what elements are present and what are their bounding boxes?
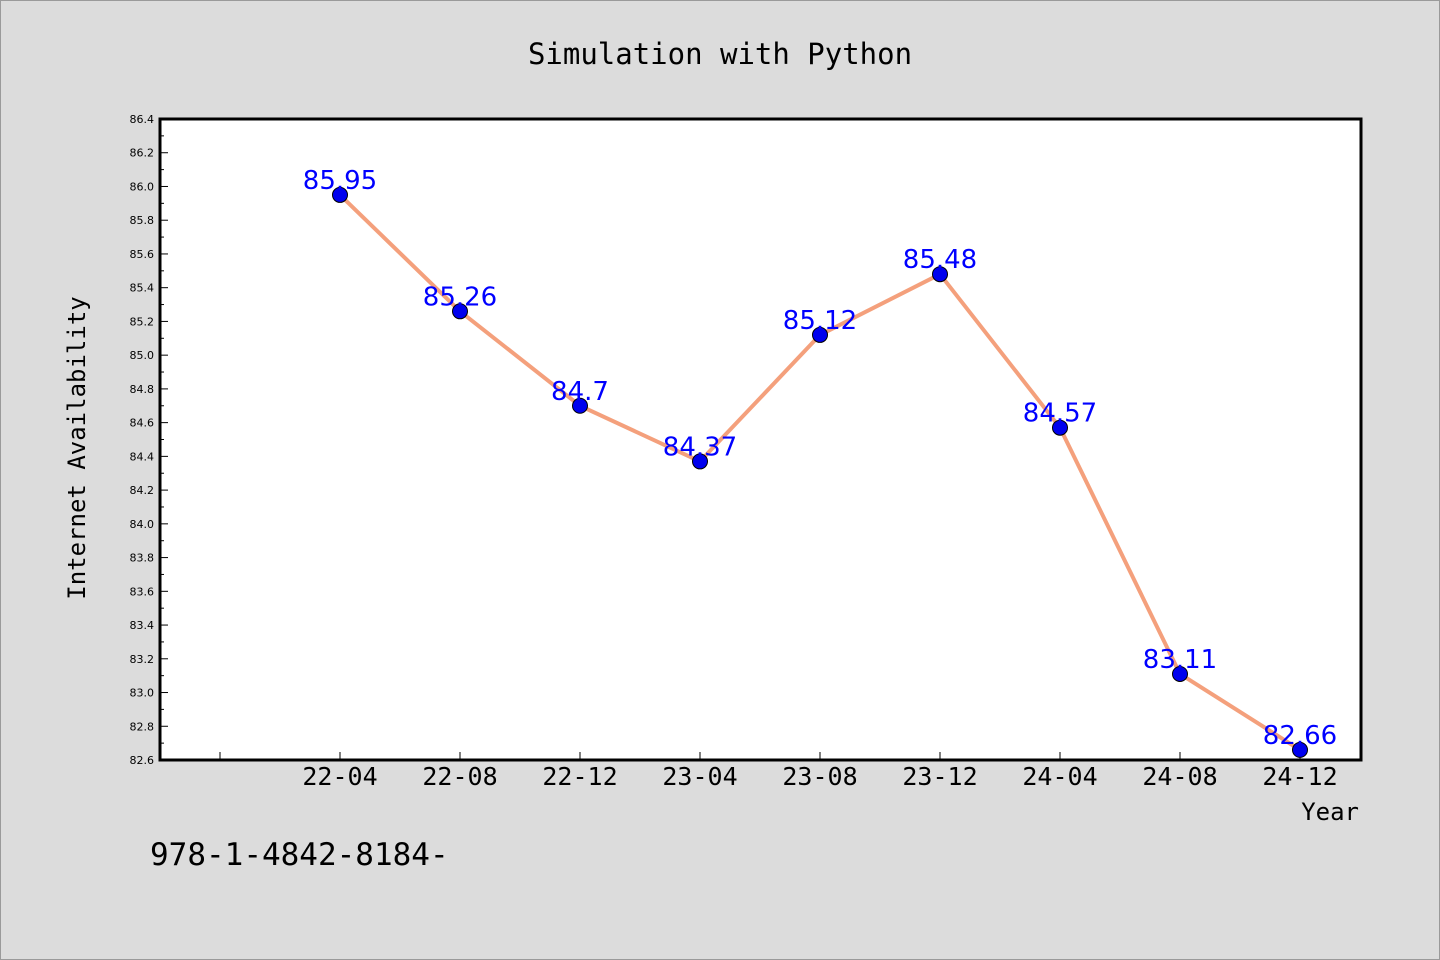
data-labels: 85.95 85.26 84.7 84.37 85.12 85.48 84.57 83.11 8…: [303, 166, 1337, 751]
footnote-isbn: 978-1-4842-8184-: [150, 837, 449, 873]
data-points: [332, 186, 1308, 758]
y-tick-label: 84.8: [130, 383, 155, 396]
x-tick-label: 22-04: [302, 762, 377, 791]
data-label: 84.37: [663, 432, 737, 462]
y-tick-label: 84.0: [130, 518, 155, 531]
y-tick-label: 84.2: [130, 484, 155, 497]
data-point: [332, 186, 348, 203]
x-tick-label: 23-04: [662, 762, 737, 791]
x-axis-label: Year: [1301, 798, 1359, 826]
data-point: [932, 266, 948, 283]
data-point: [1172, 665, 1188, 682]
y-axis-ticks: 82.6 82.8 83.0 83.2 83.4 83.6 83.8 84.0 84.2 84.4…: [130, 113, 168, 767]
y-axis-label: Internet Availability: [63, 296, 91, 599]
y-tick-label: 83.2: [130, 653, 155, 666]
data-label: 85.48: [903, 245, 977, 275]
x-tick-label: 23-12: [902, 762, 977, 791]
y-tick-label: 85.2: [130, 315, 155, 328]
data-label: 84.57: [1023, 399, 1097, 429]
y-tick-label: 84.4: [130, 450, 155, 463]
x-tick-label: 24-08: [1142, 762, 1217, 791]
y-tick-label: 83.8: [130, 552, 155, 565]
data-label: 82.66: [1263, 721, 1337, 751]
y-tick-label: 84.6: [130, 417, 155, 430]
y-tick-label: 83.6: [130, 585, 155, 598]
y-tick-label: 86.0: [130, 180, 155, 193]
y-tick-label: 85.8: [130, 214, 155, 227]
chart-title: Simulation with Python: [528, 37, 912, 71]
data-point: [692, 453, 708, 470]
x-tick-label: 22-12: [542, 762, 617, 791]
data-label: 84.7: [551, 377, 609, 407]
plot-area: [158, 117, 1363, 762]
y-tick-label: 86.2: [130, 147, 155, 160]
y-tick-label: 86.4: [130, 113, 155, 126]
x-tick-label: 22-08: [422, 762, 497, 791]
y-tick-label: 85.0: [130, 349, 155, 362]
y-tick-label: 83.0: [130, 687, 155, 700]
x-tick-label: 23-08: [782, 762, 857, 791]
y-tick-label: 82.6: [130, 754, 155, 767]
y-tick-label: 83.4: [130, 619, 155, 632]
data-label: 85.95: [303, 166, 377, 196]
x-tick-label: 24-04: [1022, 762, 1097, 791]
data-point: [572, 397, 588, 414]
y-tick-label: 85.4: [130, 282, 155, 295]
data-point: [1292, 741, 1308, 758]
y-tick-label: 85.6: [130, 248, 155, 261]
data-point: [1052, 419, 1068, 436]
data-label: 85.26: [423, 282, 497, 312]
x-tick-label: 24-12: [1262, 762, 1337, 791]
data-label: 85.12: [783, 306, 857, 336]
data-point: [452, 303, 468, 320]
data-label: 83.11: [1143, 645, 1217, 675]
y-tick-label: 82.8: [130, 720, 155, 733]
x-axis-ticks: 22-04 22-08 22-12 23-04 23-08 23-12 24-04 24-08…: [219, 752, 1338, 791]
data-point: [812, 326, 828, 343]
